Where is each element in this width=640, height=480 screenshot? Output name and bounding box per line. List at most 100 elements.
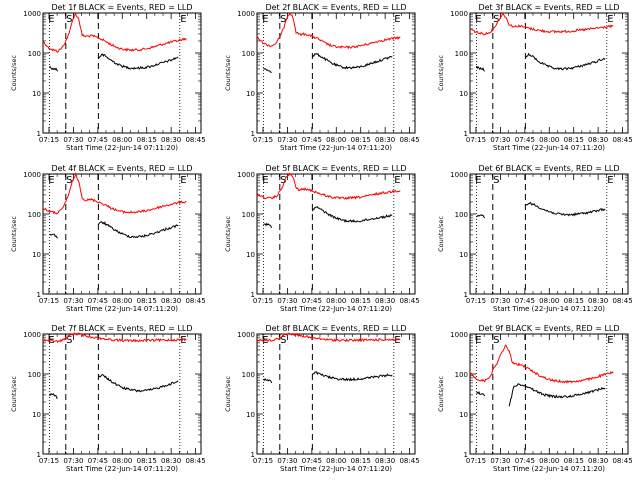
x-tick-label: 07:30 xyxy=(490,457,510,465)
series-line-events xyxy=(97,53,179,70)
panel-title: Det 9f BLACK = Events, RED = LLD xyxy=(478,324,619,333)
y-tick-label: 10 xyxy=(32,411,41,419)
x-tick-label: 07:30 xyxy=(490,136,510,144)
y-tick-label: 100 xyxy=(242,50,255,58)
y-axis-label: Counts/sec xyxy=(224,376,232,412)
series-line-lld xyxy=(42,172,187,215)
x-tick-label: 07:45 xyxy=(302,136,322,144)
marker-label: E xyxy=(394,14,400,25)
y-tick-label: 100 xyxy=(242,371,255,379)
x-axis-label: Start Time (22-Jun-14 07:11:20) xyxy=(66,305,178,313)
y-tick-label: 100 xyxy=(242,211,255,219)
y-tick-label: 1000 xyxy=(23,331,41,339)
series-events xyxy=(263,371,393,454)
x-tick-label: 08:30 xyxy=(588,457,608,465)
series-line-events xyxy=(49,392,58,399)
marker-label: E xyxy=(394,175,400,186)
y-tick-label: 1000 xyxy=(237,10,255,18)
chart-panel-5f: Det 5f BLACK = Events, RED = LLD 1 10 100 10… xyxy=(224,164,420,313)
series-line-events xyxy=(476,65,486,72)
marker-label: E xyxy=(48,14,54,25)
panel-title: Det 7f BLACK = Events, RED = LLD xyxy=(51,324,192,333)
y-tick-label: 1000 xyxy=(450,331,468,339)
x-tick-label: 07:45 xyxy=(88,297,108,305)
series-events xyxy=(476,383,606,454)
series-lld xyxy=(42,332,187,344)
marker-label: E xyxy=(180,335,186,346)
x-tick-label: 07:15 xyxy=(253,457,273,465)
y-tick-label: 100 xyxy=(455,50,468,58)
series-line-events xyxy=(476,390,486,397)
series-line-lld xyxy=(469,12,614,36)
chart-panel-1f: Det 1f BLACK = Events, RED = LLD 1 10 100 10… xyxy=(10,3,206,152)
x-tick-label: 07:15 xyxy=(466,136,486,144)
x-axis-label: Start Time (22-Jun-14 07:11:20) xyxy=(493,144,605,152)
x-tick-label: 07:15 xyxy=(466,457,486,465)
series-line-events xyxy=(49,65,59,72)
x-tick-label: 08:15 xyxy=(137,457,157,465)
marker-label: E xyxy=(180,175,186,186)
x-tick-label: 08:15 xyxy=(564,457,584,465)
series-events xyxy=(476,52,606,133)
y-tick-label: 1000 xyxy=(450,171,468,179)
x-tick-label: 08:45 xyxy=(612,457,632,465)
x-tick-label: 08:45 xyxy=(399,297,419,305)
marker-label: S xyxy=(66,175,72,186)
x-tick-label: 07:30 xyxy=(277,297,297,305)
marker-label: E xyxy=(48,175,54,186)
series-events xyxy=(263,53,393,133)
y-tick-label: 10 xyxy=(246,411,255,419)
plot-frame xyxy=(256,12,416,134)
x-tick-label: 08:15 xyxy=(351,457,371,465)
marker-label: S xyxy=(66,335,72,346)
x-axis-label: Start Time (22-Jun-14 07:11:20) xyxy=(66,465,178,473)
x-tick-label: 08:45 xyxy=(612,136,632,144)
x-tick-label: 08:15 xyxy=(351,136,371,144)
y-tick-label: 100 xyxy=(455,211,468,219)
series-line-lld xyxy=(256,13,401,50)
x-tick-label: 08:30 xyxy=(161,297,181,305)
x-tick-label: 07:45 xyxy=(302,297,322,305)
marker-label: S xyxy=(493,175,499,186)
x-tick-label: 08:00 xyxy=(112,297,132,305)
x-tick-label: 07:15 xyxy=(39,297,59,305)
x-tick-label: 07:45 xyxy=(302,457,322,465)
x-axis: 07:15 07:30 07:45 08:00 08:15 08:30 08:45 xyxy=(39,13,206,144)
x-tick-label: 08:15 xyxy=(564,136,584,144)
series-line-events xyxy=(525,201,606,217)
x-tick-label: 08:30 xyxy=(375,457,395,465)
chart-panel-8f: Det 8f BLACK = Events, RED = LLD 1 10 100 10… xyxy=(224,324,420,473)
y-axis-label: Counts/sec xyxy=(10,216,18,252)
y-tick-label: 1000 xyxy=(237,331,255,339)
x-axis-label: Start Time (22-Jun-14 07:11:20) xyxy=(280,144,392,152)
series-lld xyxy=(42,12,187,53)
x-axis: 07:15 07:30 07:45 08:00 08:15 08:30 08:45 xyxy=(466,174,633,305)
y-tick-label: 1 xyxy=(251,451,255,459)
y-tick-label: 10 xyxy=(32,90,41,98)
x-tick-label: 07:30 xyxy=(490,297,510,305)
y-tick-label: 1000 xyxy=(23,171,41,179)
y-tick-label: 100 xyxy=(28,50,41,58)
series-line-lld xyxy=(469,344,614,385)
marker-label: E xyxy=(394,335,400,346)
series-line-lld xyxy=(256,172,401,200)
y-tick-label: 10 xyxy=(246,251,255,259)
x-tick-label: 07:15 xyxy=(253,136,273,144)
x-tick-label: 07:30 xyxy=(63,457,83,465)
x-tick-label: 07:15 xyxy=(253,297,273,305)
series-line-events xyxy=(311,371,393,382)
panel-title: Det 5f BLACK = Events, RED = LLD xyxy=(265,164,406,173)
y-axis: 1 10 100 1000 xyxy=(450,331,628,459)
marker-label: E xyxy=(475,175,481,186)
x-axis-label: Start Time (22-Jun-14 07:11:20) xyxy=(493,465,605,473)
y-tick-label: 1000 xyxy=(450,10,468,18)
y-axis-label: Counts/sec xyxy=(224,216,232,252)
x-tick-label: 08:30 xyxy=(375,297,395,305)
series-events xyxy=(49,221,179,294)
x-tick-label: 08:30 xyxy=(161,136,181,144)
x-axis-label: Start Time (22-Jun-14 07:11:20) xyxy=(280,465,392,473)
plot-frame xyxy=(42,333,202,455)
y-tick-label: 1 xyxy=(464,291,468,299)
x-axis: 07:15 07:30 07:45 08:00 08:15 08:30 08:45 xyxy=(39,174,206,305)
y-tick-label: 1 xyxy=(251,291,255,299)
